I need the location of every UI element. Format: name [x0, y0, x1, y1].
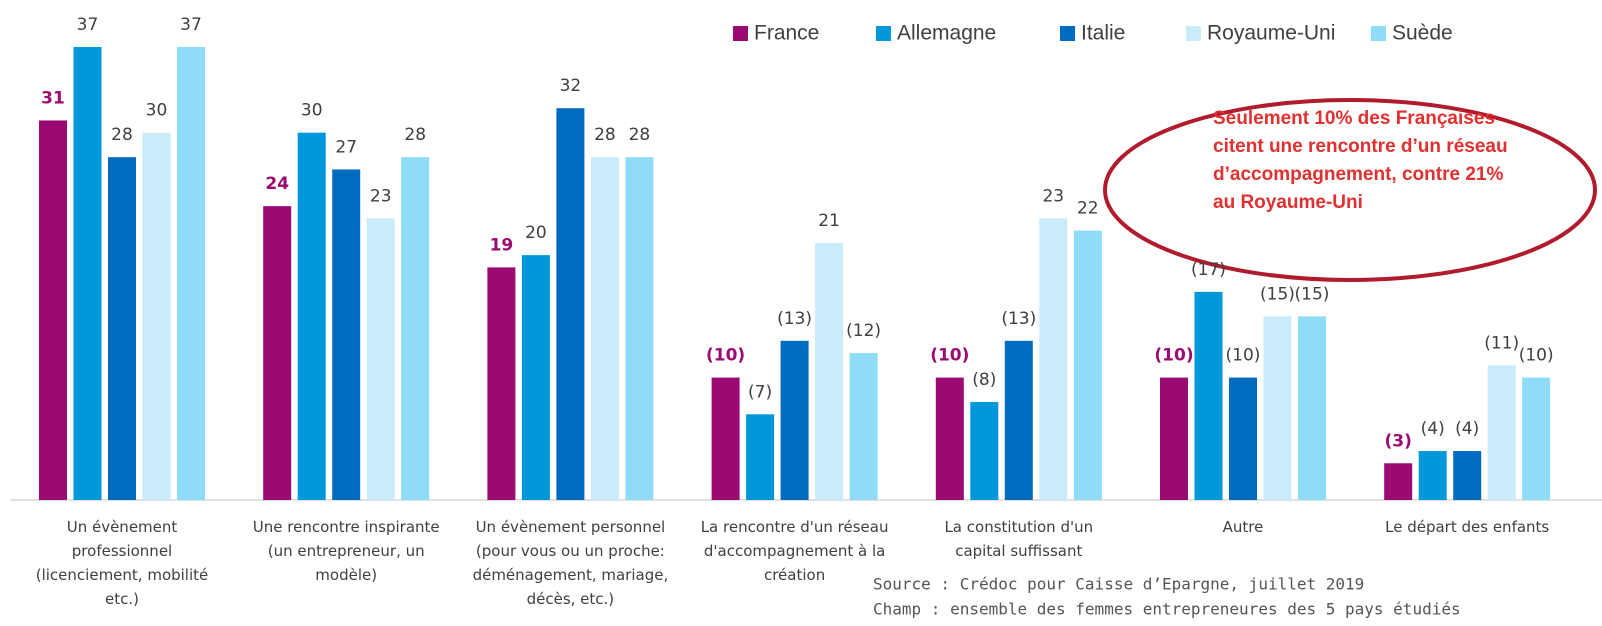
data-label: (10) — [1226, 346, 1261, 366]
data-label: (12) — [846, 321, 881, 341]
legend-swatch — [876, 26, 891, 41]
legend-label: Italie — [1081, 22, 1125, 45]
annotation: citent une rencontre d’un réseau — [1213, 136, 1508, 157]
x-tick-label: La rencontre d'un réseau d'accompagnement… — [701, 518, 889, 584]
data-label: (4) — [1455, 419, 1479, 439]
data-label: (15) — [1295, 284, 1330, 304]
bar — [1004, 340, 1033, 500]
bar — [73, 47, 102, 500]
bar — [1453, 451, 1482, 500]
x-tick-label: Un évènement professionnel (licenciement, … — [36, 518, 209, 608]
bar — [1194, 291, 1223, 500]
legend-label: Suède — [1392, 22, 1453, 45]
data-label: 27 — [335, 137, 357, 157]
callout-ellipse — [1103, 98, 1597, 282]
bar — [1263, 316, 1292, 500]
bar — [970, 402, 999, 500]
data-label: 30 — [301, 101, 323, 121]
data-label: 19 — [490, 235, 514, 255]
data-label: 31 — [41, 88, 65, 108]
data-label: (3) — [1385, 431, 1412, 451]
bar — [142, 132, 171, 500]
legend-label: Royaume-Uni — [1207, 22, 1335, 45]
data-label: 37 — [77, 15, 99, 35]
bar — [263, 206, 292, 500]
data-label: (10) — [1519, 346, 1554, 366]
legend-swatch — [1371, 26, 1386, 41]
data-label: 20 — [525, 223, 547, 243]
bar — [1487, 365, 1516, 500]
legend-swatch — [1060, 26, 1075, 41]
legend-label: France — [754, 22, 819, 45]
data-label: 22 — [1077, 199, 1099, 219]
data-label: (11) — [1484, 333, 1519, 353]
bar — [1229, 377, 1257, 500]
data-label: 23 — [370, 186, 392, 206]
data-label: 21 — [818, 211, 840, 231]
data-label: 30 — [146, 101, 168, 121]
data-label: (10) — [1154, 346, 1193, 366]
bar — [1073, 230, 1102, 500]
data-label: (13) — [1001, 309, 1036, 329]
bar — [1418, 451, 1447, 500]
source-note: Champ : ensemble des femmes entrepreneur… — [873, 600, 1461, 619]
source-note: Source : Crédoc pour Caisse d’Epargne, j… — [873, 575, 1364, 594]
bar — [1522, 377, 1551, 500]
bar — [297, 132, 326, 500]
bar — [590, 157, 619, 500]
bar — [780, 340, 809, 500]
data-label: 28 — [594, 125, 616, 145]
bar — [1298, 316, 1326, 500]
x-tick-label: Une rencontre inspirante (un entrepreneur… — [253, 518, 440, 584]
data-label: (15) — [1260, 284, 1295, 304]
bar — [521, 255, 550, 500]
bar — [746, 414, 775, 500]
bar — [366, 218, 395, 501]
data-label: 28 — [404, 125, 426, 145]
data-label: (7) — [748, 382, 772, 402]
bar — [849, 353, 878, 500]
bar — [711, 377, 740, 500]
data-label: (10) — [706, 346, 745, 366]
data-label: (17) — [1191, 260, 1226, 280]
legend-swatch — [1186, 26, 1201, 41]
bar — [332, 169, 361, 500]
bar — [401, 157, 430, 500]
bar — [935, 377, 964, 500]
x-tick-label: Autre — [1223, 518, 1264, 536]
data-label: 23 — [1042, 186, 1064, 206]
data-label: (8) — [972, 370, 996, 390]
bar — [625, 157, 654, 500]
data-label: 28 — [629, 125, 651, 145]
annotation: Seulement 10% des Françaises — [1213, 108, 1495, 129]
x-tick-label: La constitution d'un capital suffissant — [944, 518, 1093, 560]
bar — [1160, 377, 1188, 500]
data-label: (4) — [1421, 419, 1445, 439]
data-label: (13) — [777, 309, 812, 329]
data-label: 37 — [180, 15, 202, 35]
data-label: (10) — [930, 346, 969, 366]
bar — [108, 157, 136, 500]
bar — [1039, 218, 1068, 501]
data-label: 24 — [265, 174, 289, 194]
annotation: d’accompagnement, contre 21% — [1213, 164, 1503, 185]
bar — [556, 108, 585, 500]
data-label: 32 — [560, 76, 582, 96]
bar — [177, 47, 205, 500]
bar — [1384, 463, 1413, 500]
bar — [487, 267, 516, 500]
data-label: 28 — [111, 125, 133, 145]
x-tick-label: Le départ des enfants — [1385, 518, 1549, 536]
legend-label: Allemagne — [897, 22, 996, 45]
bar — [815, 242, 844, 500]
annotation: au Royaume-Uni — [1213, 192, 1363, 213]
x-tick-label: Un évènement personnel (pour vous ou un p… — [473, 518, 669, 608]
bar — [39, 120, 67, 500]
legend-swatch — [733, 26, 748, 41]
